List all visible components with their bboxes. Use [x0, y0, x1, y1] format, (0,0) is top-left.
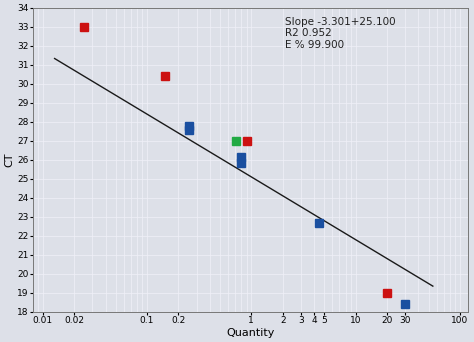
X-axis label: Quantity: Quantity [226, 328, 274, 338]
Y-axis label: CT: CT [4, 153, 14, 167]
Text: Slope -3.301+25.100
R2 0.952
E % 99.900: Slope -3.301+25.100 R2 0.952 E % 99.900 [285, 17, 396, 50]
